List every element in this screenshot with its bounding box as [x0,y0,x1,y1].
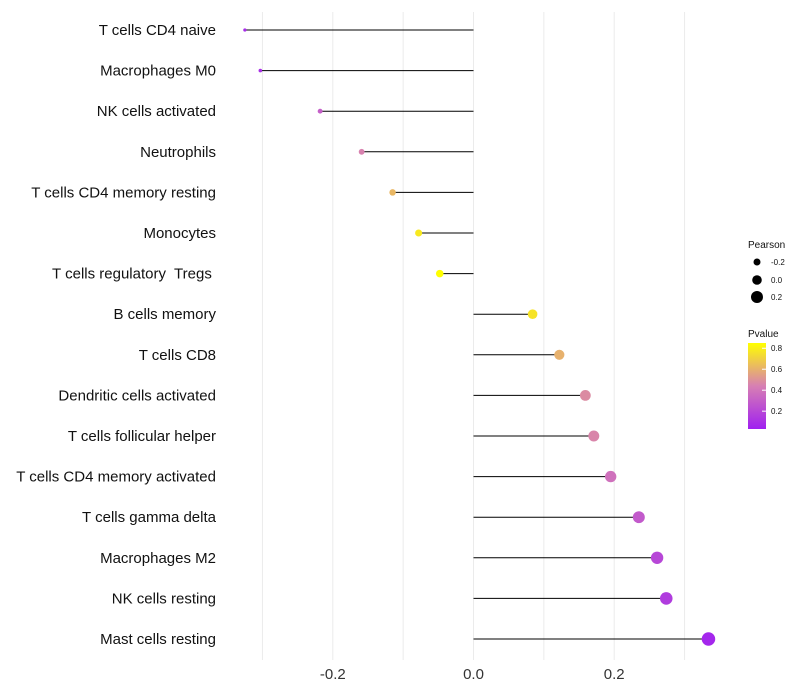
grid-lines [261,12,686,660]
lollipop-points [243,28,716,646]
category-label: NK cells activated [97,103,216,120]
data-point [317,108,323,114]
data-point [435,269,444,278]
category-label: T cells gamma delta [82,509,217,526]
category-labels: T cells CD4 naive Macrophages M0 NK cells … [16,22,216,648]
size-legend-label: -0.2 [771,258,785,267]
data-point [632,511,645,524]
category-label: Dendritic cells activated [58,387,216,404]
size-legend-title: Pearson [748,240,785,251]
data-point [659,592,673,605]
data-point [527,309,538,320]
data-point [650,551,664,564]
category-label: T cells CD8 [139,347,216,364]
data-point [389,189,396,196]
data-point [243,28,247,32]
category-label: Monocytes [143,225,216,242]
category-label: Mast cells resting [100,631,216,648]
data-point [554,349,565,360]
color-legend-label: 0.4 [771,386,783,395]
color-legend-label: 0.8 [771,344,783,353]
color-legend-bar [748,343,766,429]
category-label: T cells CD4 memory resting [31,184,216,201]
legend: Pearson Pvalue -0.2 0.0 0.2 0.8 0.6 0.4 0.2 [748,240,785,429]
data-point [415,229,423,237]
category-label: B cells memory [113,306,216,323]
color-legend-label: 0.6 [771,365,783,374]
category-label: T cells CD4 naive [99,22,216,39]
color-legend-label: 0.2 [771,407,783,416]
category-label: Neutrophils [140,144,216,161]
x-tick-label: -0.2 [320,666,346,683]
category-label: T cells follicular helper [68,428,216,445]
size-legend-key [753,258,761,266]
data-point [701,632,716,646]
category-label: NK cells resting [112,590,216,607]
category-label: T cells regulatory Tregs [52,266,216,283]
data-point [579,390,591,401]
size-legend-key [752,275,762,285]
x-tick-label: 0.0 [463,666,484,683]
lollipop-stems [244,29,709,640]
data-point [358,148,365,155]
data-point [258,68,263,73]
color-legend-title: Pvalue [748,329,779,340]
size-legend-label: 0.0 [771,276,783,285]
category-label: Macrophages M2 [100,550,216,567]
category-label: T cells CD4 memory activated [16,469,216,486]
size-legend-key [751,291,763,303]
x-axis-ticks: -0.2 0.0 0.2 [320,666,625,683]
category-label: Macrophages M0 [100,63,216,80]
data-point [588,430,600,442]
x-tick-label: 0.2 [604,666,625,683]
size-legend-label: 0.2 [771,293,783,302]
data-point [605,470,617,483]
